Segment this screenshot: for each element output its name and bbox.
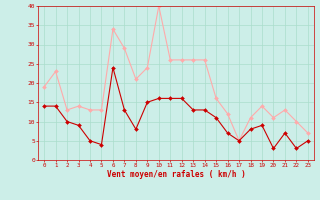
X-axis label: Vent moyen/en rafales ( km/h ): Vent moyen/en rafales ( km/h ) [107,170,245,179]
